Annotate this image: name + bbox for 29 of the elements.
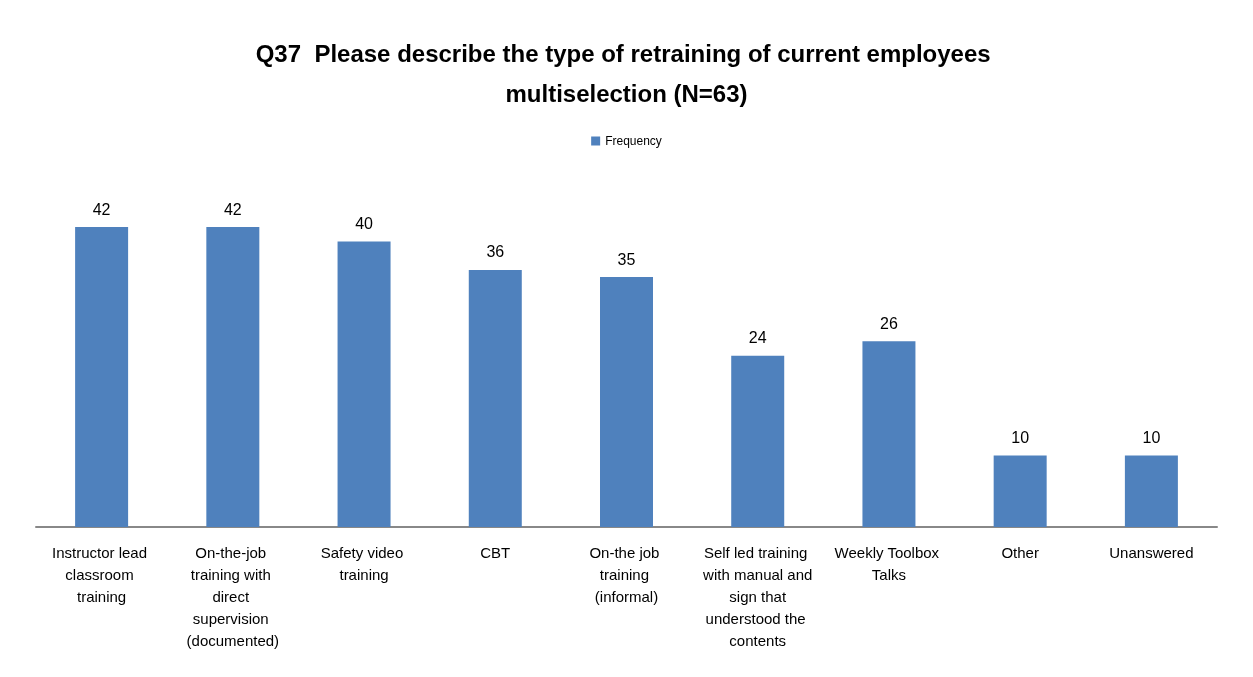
x-tick-label: On-the job training (informal) bbox=[589, 543, 664, 605]
bar bbox=[862, 341, 916, 527]
bar bbox=[75, 227, 129, 527]
x-tick-label: Self led training with manual and sign that understood the contents bbox=[702, 543, 813, 649]
bar bbox=[337, 241, 391, 527]
data-label: 40 bbox=[355, 214, 374, 232]
bar bbox=[1124, 455, 1178, 527]
x-tick-label: Other bbox=[1001, 543, 1039, 561]
x-tick-label: Safety video training bbox=[320, 543, 408, 583]
bar bbox=[600, 277, 653, 527]
x-tick-label: Weekly Toolbox Talks bbox=[834, 543, 944, 583]
x-tick-label: CBT bbox=[480, 543, 511, 561]
x-tick-label: On-the-job training with direct supervision (documented) bbox=[186, 543, 280, 649]
x-tick-label: Unanswered bbox=[1109, 543, 1194, 561]
data-label: 42 bbox=[92, 200, 111, 218]
data-label: 35 bbox=[617, 250, 636, 268]
data-label: 36 bbox=[486, 243, 505, 261]
data-label: 26 bbox=[880, 314, 898, 332]
bar bbox=[731, 355, 785, 527]
bar bbox=[993, 455, 1047, 527]
data-label: 24 bbox=[748, 329, 767, 347]
data-label: 10 bbox=[1011, 429, 1030, 447]
legend-label: Frequency bbox=[605, 134, 662, 148]
bar bbox=[206, 227, 260, 527]
data-label: 42 bbox=[223, 200, 242, 218]
data-label: 10 bbox=[1142, 429, 1161, 447]
bar bbox=[468, 269, 522, 527]
x-tick-label: Instructor lead classroom training bbox=[52, 543, 152, 605]
chart-title: Q37 Please describe the type of retraining of current employees multiselection (N=63) bbox=[255, 39, 998, 107]
